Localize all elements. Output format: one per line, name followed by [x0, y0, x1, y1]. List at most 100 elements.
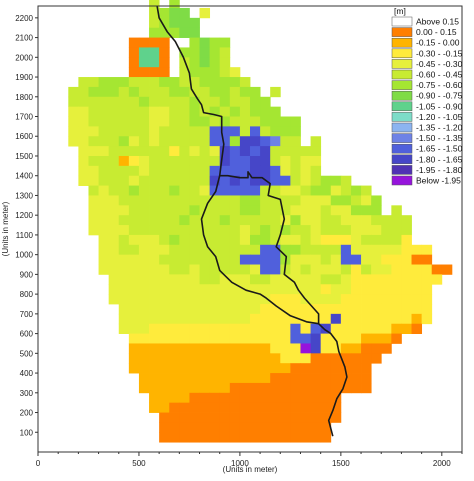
depth-cell [159, 313, 170, 325]
depth-cell [179, 294, 190, 305]
depth-cell [169, 363, 180, 374]
depth-cell [108, 165, 120, 177]
depth-cell [138, 96, 150, 108]
depth-cell [260, 254, 271, 265]
depth-cell [350, 333, 362, 344]
depth-cell [78, 146, 89, 157]
depth-cell [108, 205, 120, 216]
depth-cell [199, 86, 211, 98]
depth-cell [300, 146, 311, 157]
depth-cell [149, 313, 160, 325]
depth-cell [199, 373, 211, 384]
depth-cell [391, 313, 402, 325]
depth-cell [239, 402, 251, 413]
depth-cell [209, 244, 221, 256]
depth-cell [239, 205, 251, 216]
depth-cell [411, 254, 423, 265]
depth-cell [189, 215, 200, 226]
legend-swatch [391, 165, 413, 175]
depth-cell [138, 343, 150, 354]
depth-cell [371, 274, 382, 285]
depth-cell [219, 234, 231, 246]
depth-cell [118, 116, 130, 127]
depth-cell [250, 392, 261, 404]
depth-cell [239, 195, 251, 206]
depth-cell [159, 195, 170, 206]
y-tick-label: 2200 [15, 14, 33, 23]
depth-cell [300, 333, 311, 344]
depth-cell [169, 7, 180, 19]
depth-cell [189, 234, 200, 246]
depth-cell [229, 185, 241, 196]
depth-cell [239, 106, 251, 117]
depth-cell [209, 313, 221, 325]
depth-cell [219, 185, 231, 196]
depth-cell [159, 274, 170, 285]
depth-cell [340, 274, 352, 285]
depth-cell [128, 284, 140, 295]
depth-cell [118, 234, 130, 246]
depth-cell [300, 412, 311, 423]
depth-cell [290, 234, 301, 246]
depth-cell [138, 333, 150, 344]
depth-cell [260, 284, 271, 295]
depth-cell [189, 47, 200, 58]
depth-cell [300, 323, 311, 334]
depth-cell [371, 313, 382, 325]
depth-cell [209, 284, 221, 295]
depth-cell [280, 402, 291, 413]
depth-cell [209, 363, 221, 374]
depth-cell [229, 274, 241, 285]
depth-cell [128, 77, 140, 88]
depth-cell [280, 392, 291, 404]
depth-cell [179, 353, 190, 364]
depth-cell [290, 412, 301, 423]
depth-cell [320, 234, 332, 246]
depth-cell [138, 382, 150, 394]
depth-cell [320, 333, 332, 344]
depth-cell [239, 126, 251, 137]
depth-cell [169, 244, 180, 256]
depth-cell [300, 234, 311, 246]
depth-cell [280, 353, 291, 364]
depth-cell [239, 86, 251, 98]
depth-cell [149, 353, 160, 364]
depth-cell [290, 422, 301, 433]
depth-cell [209, 264, 221, 275]
depth-cell [350, 195, 362, 206]
depth-cell [219, 343, 231, 354]
legend-label: -1.80 - -1.65 [416, 154, 463, 164]
depth-cell [199, 402, 211, 413]
depth-cell [421, 254, 433, 265]
depth-cell [290, 333, 301, 344]
depth-cell [209, 274, 221, 285]
depth-cell [290, 264, 301, 275]
depth-cell [189, 244, 200, 256]
depth-cell [189, 363, 200, 374]
depth-cell [250, 274, 261, 285]
depth-cell [371, 284, 382, 295]
depth-cell [340, 234, 352, 246]
depth-cell [340, 195, 352, 206]
depth-cell [199, 333, 211, 344]
depth-cell [250, 244, 261, 256]
depth-cell [330, 363, 342, 374]
depth-cell [128, 234, 140, 246]
depth-cell [219, 333, 231, 344]
depth-cell [159, 77, 170, 88]
depth-cell [391, 323, 402, 334]
depth-cell [239, 392, 251, 404]
depth-cell [320, 412, 332, 423]
depth-cell [98, 244, 110, 256]
depth-cell [138, 136, 150, 147]
depth-cell [391, 244, 402, 256]
depth-cell [320, 185, 332, 196]
legend-swatch [391, 112, 413, 122]
depth-cell [260, 313, 271, 325]
depth-cell [270, 432, 281, 443]
depth-cell [179, 264, 190, 275]
depth-cell [350, 363, 362, 374]
depth-cell [320, 392, 332, 404]
depth-cell [78, 77, 89, 88]
depth-cell [199, 67, 211, 78]
